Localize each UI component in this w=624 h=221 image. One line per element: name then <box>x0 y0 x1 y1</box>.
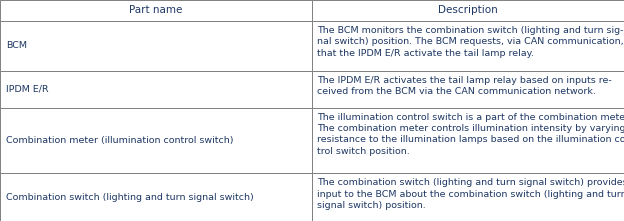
Text: The BCM monitors the combination switch (lighting and turn sig-
nal switch) posi: The BCM monitors the combination switch … <box>317 26 623 58</box>
Bar <box>0 21 312 71</box>
Text: The combination switch (lighting and turn signal switch) provides
input to the B: The combination switch (lighting and tur… <box>317 178 624 210</box>
Text: Combination switch (lighting and turn signal switch): Combination switch (lighting and turn si… <box>6 193 254 202</box>
Bar <box>312 21 624 71</box>
Text: The IPDM E/R activates the tail lamp relay based on inputs re-
ceived from the B: The IPDM E/R activates the tail lamp rel… <box>317 76 612 96</box>
Bar <box>0 71 312 108</box>
Text: IPDM E/R: IPDM E/R <box>6 85 49 94</box>
Bar <box>0 173 312 221</box>
Text: The illumination control switch is a part of the combination meter.
The combinat: The illumination control switch is a par… <box>317 112 624 156</box>
Text: Description: Description <box>438 6 498 15</box>
Bar <box>312 0 624 21</box>
Bar <box>312 173 624 221</box>
Bar <box>312 108 624 173</box>
Text: Part name: Part name <box>129 6 183 15</box>
Bar <box>0 108 312 173</box>
Bar <box>312 71 624 108</box>
Text: BCM: BCM <box>6 42 27 50</box>
Text: Combination meter (illumination control switch): Combination meter (illumination control … <box>6 136 233 145</box>
Bar <box>0 0 312 21</box>
